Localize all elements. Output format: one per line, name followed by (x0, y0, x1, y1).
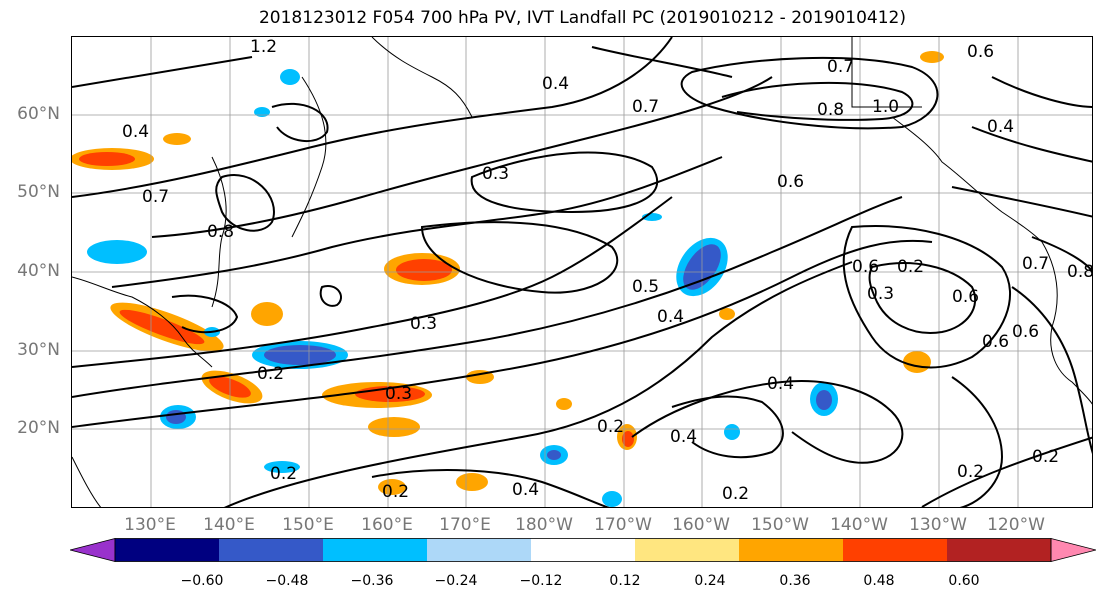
contour-label: 0.2 (270, 464, 297, 484)
contour-label: 0.8 (207, 222, 234, 242)
lat-label-20n: 20°N (17, 418, 60, 438)
map-canvas: 1.2 0.6 0.4 0.7 0.8 0.4 0.3 0.5 0.4 0.3 … (72, 37, 1093, 507)
shaded-fields (72, 51, 944, 507)
colorbar-tick-label: −0.36 (350, 573, 394, 589)
colorbar-segment (843, 538, 948, 562)
lon-label: 120°W (987, 515, 1045, 535)
colorbar-tick-label: 0.36 (779, 573, 811, 589)
contour-label: 0.7 (632, 97, 659, 117)
contour-label: 0.6 (1012, 322, 1039, 342)
contour-label: 0.2 (897, 257, 924, 277)
contour-label: 0.7 (1022, 254, 1049, 274)
colorbar-tick-label: −0.60 (180, 573, 224, 589)
colorbar-segment (427, 538, 532, 562)
contour-label: 0.6 (777, 172, 804, 192)
contour-label: 0.4 (657, 307, 684, 327)
contour-label: 0.7 (827, 57, 854, 77)
colorbar-tick-label: 0.60 (948, 573, 980, 589)
contour-label-group: 1.2 0.6 0.4 0.7 0.8 0.4 0.3 0.5 0.4 0.3 … (122, 37, 1093, 504)
contour-label: 0.8 (817, 100, 844, 120)
contour-label: 0.2 (722, 484, 749, 504)
contour-label: 0.3 (867, 284, 894, 304)
colorbar (69, 537, 1097, 563)
lon-label: 150°W (751, 515, 809, 535)
lon-label: 160°W (672, 515, 730, 535)
pv-contours (72, 37, 1092, 507)
contour-label: 0.2 (1032, 447, 1059, 467)
contour-label: 0.2 (382, 482, 409, 502)
lon-label: 160°E (361, 515, 413, 535)
colorbar-segment (219, 538, 324, 562)
lat-label-50n: 50°N (17, 182, 60, 202)
colorbar-segment (115, 538, 220, 562)
colorbar-segment (947, 538, 1052, 562)
contour-label: 0.4 (767, 374, 794, 394)
colorbar-tick-label: 0.24 (694, 573, 726, 589)
contour-label: 0.4 (987, 117, 1014, 137)
contour-label: 0.8 (1067, 262, 1093, 282)
colorbar-tick-label: 0.48 (863, 573, 895, 589)
lat-label-30n: 30°N (17, 340, 60, 360)
contour-label: 0.2 (257, 364, 284, 384)
colorbar-segment (739, 538, 844, 562)
colorbar-segment (635, 538, 740, 562)
lon-label: 150°E (282, 515, 334, 535)
graticule (72, 37, 1092, 507)
contour-label: 0.3 (482, 164, 509, 184)
contour-label: 0.4 (512, 480, 539, 500)
colorbar-frame (114, 538, 1052, 562)
colorbar-tick-label: −0.48 (265, 573, 309, 589)
contour-label: 0.7 (142, 187, 169, 207)
contour-label: 0.3 (410, 314, 437, 334)
colorbar-tick-label: 0.12 (609, 573, 641, 589)
lon-label: 170°E (439, 515, 491, 535)
colorbar-segment (531, 538, 636, 562)
contour-label: 0.2 (597, 417, 624, 437)
contour-label: 0.6 (982, 332, 1009, 352)
contour-label: 0.4 (542, 74, 569, 94)
colorbar-svg (69, 537, 1097, 563)
lon-label: 130°E (124, 515, 176, 535)
lat-label-60n: 60°N (17, 104, 60, 124)
contour-label: 0.4 (122, 122, 149, 142)
lon-label: 140°W (830, 515, 888, 535)
lon-label: 180°W (515, 515, 573, 535)
map-title: 2018123012 F054 700 hPa PV, IVT Landfall… (258, 8, 906, 28)
colorbar-tick-label: −0.12 (519, 573, 563, 589)
contour-label: 0.4 (670, 427, 697, 447)
contour-label: 0.6 (967, 42, 994, 62)
map-panel: 1.2 0.6 0.4 0.7 0.8 0.4 0.3 0.5 0.4 0.3 … (71, 36, 1093, 508)
contour-label: 0.2 (957, 462, 984, 482)
contour-label: 0.3 (385, 384, 412, 404)
lon-label: 140°E (203, 515, 255, 535)
contour-label: 0.5 (632, 277, 659, 297)
colorbar-extend-low (69, 537, 116, 563)
contour-label: 1.2 (250, 37, 277, 57)
lon-label: 130°W (909, 515, 967, 535)
lat-label-40n: 40°N (17, 261, 60, 281)
contour-label: 1.0 (872, 97, 899, 117)
contour-label: 0.6 (952, 287, 979, 307)
colorbar-segment (323, 538, 428, 562)
lon-label: 170°W (594, 515, 652, 535)
coastlines (72, 37, 1092, 507)
colorbar-extend-high (1050, 537, 1097, 563)
contour-label: 0.6 (852, 257, 879, 277)
colorbar-tick-label: −0.24 (434, 573, 478, 589)
